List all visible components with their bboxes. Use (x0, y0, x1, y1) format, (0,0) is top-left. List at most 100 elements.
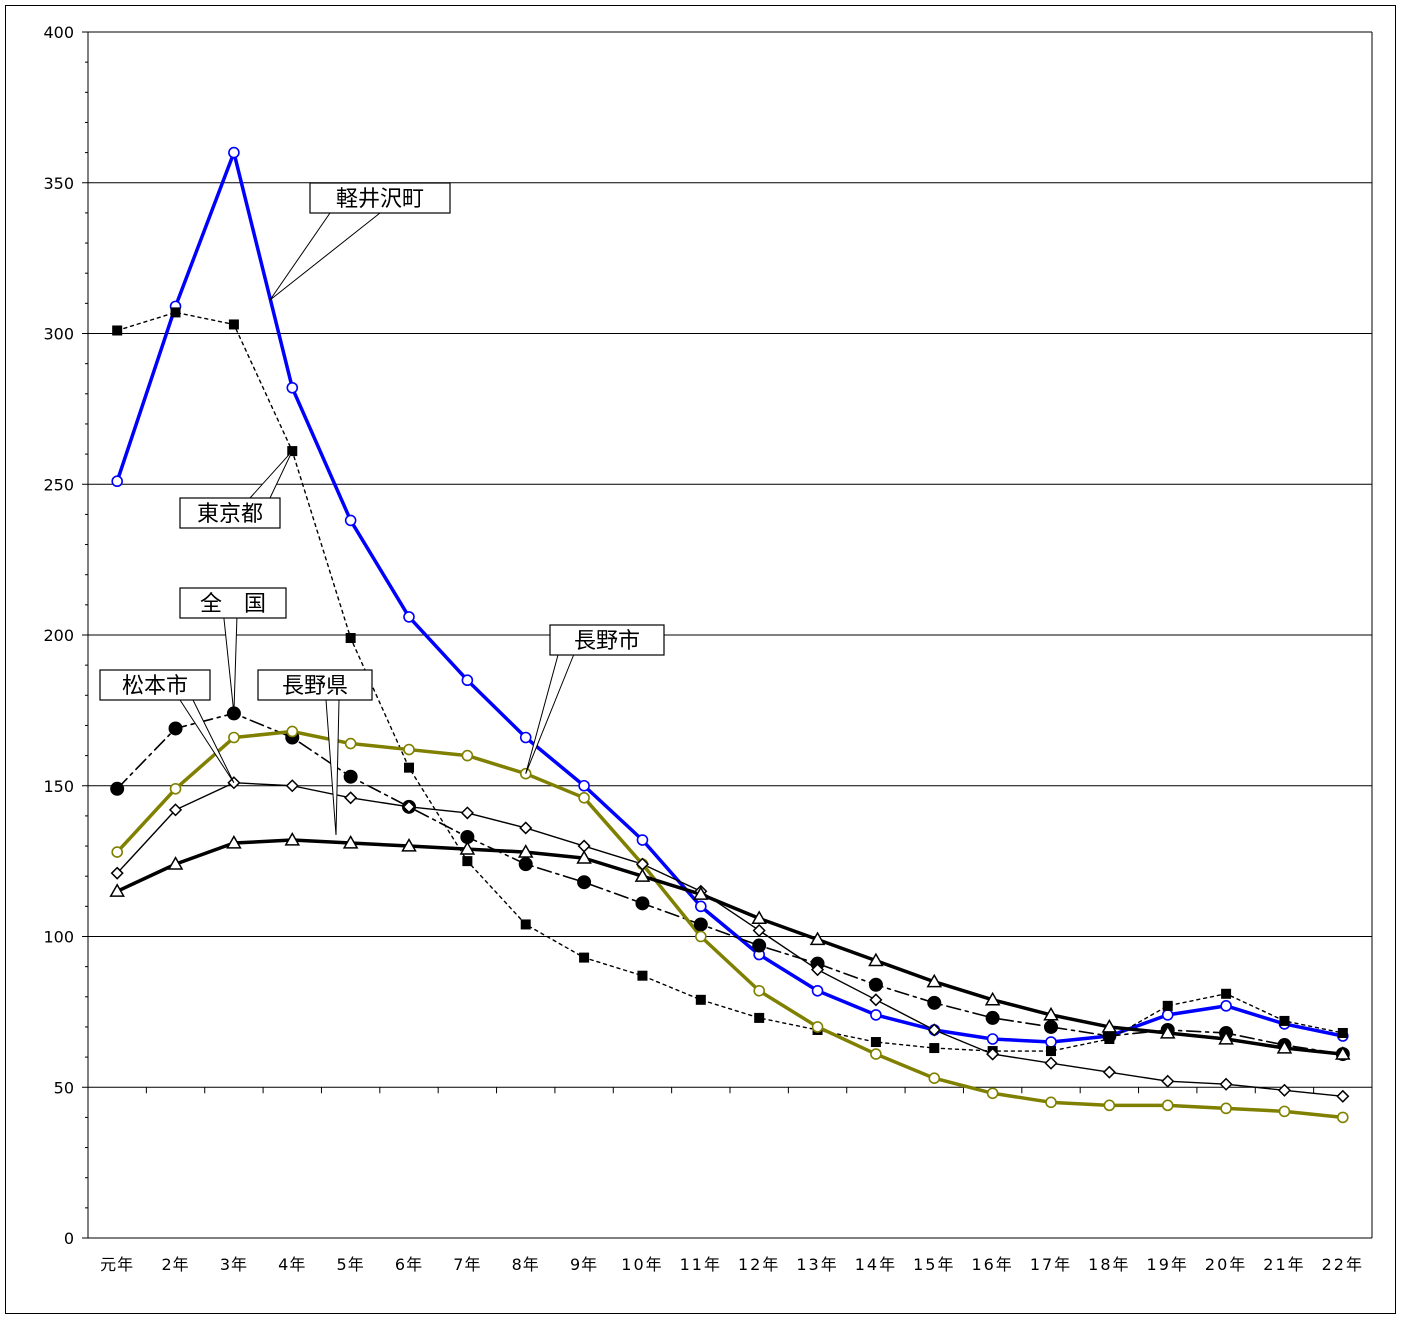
x-tick-label-0: 元年 (100, 1255, 134, 1274)
data-point-2-14 (927, 995, 942, 1010)
series-line-5 (115, 838, 1345, 1056)
data-point-4-14 (927, 1023, 941, 1037)
x-tick-label-3: 4年 (278, 1255, 306, 1274)
data-point-5-20 (1276, 1040, 1293, 1054)
data-point-1-16 (1046, 1046, 1056, 1057)
callout-box-4 (257, 669, 373, 701)
x-tick-label-2: 3年 (220, 1255, 248, 1274)
y-tick-label-100: 100 (43, 928, 74, 947)
series-3 (115, 729, 1345, 1120)
data-point-4-4 (344, 791, 358, 805)
series-markers-2 (110, 706, 1350, 1062)
data-point-4-0 (110, 866, 124, 880)
data-point-5-14 (926, 973, 943, 988)
data-point-3-18 (1161, 1099, 1174, 1112)
series-line-0 (115, 150, 1345, 1044)
data-point-1-19 (1221, 988, 1232, 999)
callout-box-2 (179, 587, 287, 619)
data-point-4-3 (285, 779, 299, 793)
y-tick-label-150: 150 (43, 777, 74, 796)
data-point-0-8 (578, 779, 590, 792)
data-point-0-9 (636, 834, 649, 846)
data-point-5-17 (1101, 1018, 1118, 1033)
callout-box-5 (549, 624, 665, 656)
data-point-2-10 (693, 917, 708, 932)
data-point-3-1 (169, 782, 182, 795)
data-point-1-11 (754, 1012, 765, 1023)
axes: 0 50 100 150 200 250 300 350 400 元年 2年 3年 4年 5年 6年 7年 8年… (43, 23, 1373, 1274)
data-point-4-13 (869, 993, 883, 1007)
data-point-2-8 (577, 875, 592, 890)
x-tick-label-9: 10年 (621, 1255, 663, 1274)
data-point-0-16 (1045, 1036, 1057, 1048)
data-point-5-11 (751, 910, 767, 925)
data-point-2-7 (518, 857, 533, 872)
data-point-1-7 (520, 919, 531, 930)
data-point-4-6 (460, 806, 474, 820)
data-point-3-13 (870, 1048, 882, 1060)
data-point-5-0 (109, 883, 125, 897)
data-point-5-15 (984, 991, 1001, 1006)
callout-label-4: 長野県 (282, 674, 348, 699)
x-tick-label-8: 9年 (570, 1255, 598, 1274)
series-lines (109, 146, 1351, 1124)
data-point-4-17 (1102, 1065, 1116, 1079)
callout-label-5: 長野市 (574, 629, 640, 654)
callout-1: 東京都 (179, 450, 293, 529)
x-tick-label-17: 18年 (1088, 1255, 1130, 1274)
y-tick-label-350: 350 (43, 174, 74, 193)
data-point-4-1 (168, 803, 183, 817)
callout-label-2: 全 国 (200, 592, 266, 617)
callout-pointer-1 (249, 450, 293, 499)
data-point-0-10 (695, 900, 707, 913)
data-point-3-10 (695, 930, 707, 943)
callout-label-1: 東京都 (197, 502, 263, 527)
data-point-5-10 (693, 886, 709, 900)
data-point-3-20 (1278, 1105, 1291, 1118)
data-point-2-9 (635, 896, 650, 911)
callout-box-3 (99, 669, 211, 701)
data-point-0-19 (1220, 1000, 1232, 1012)
data-point-1-10 (695, 994, 706, 1005)
data-point-5-6 (459, 841, 476, 855)
data-point-2-0 (110, 781, 125, 796)
data-point-5-7 (517, 844, 534, 858)
x-tick-label-19: 20年 (1205, 1255, 1247, 1274)
x-tick-label-10: 11年 (680, 1255, 722, 1274)
series-5 (115, 838, 1345, 1056)
data-point-1-2 (228, 319, 239, 330)
data-point-3-5 (403, 743, 415, 756)
data-point-0-4 (344, 514, 357, 527)
x-tick-label-4: 5年 (337, 1255, 365, 1274)
data-point-3-0 (111, 846, 123, 858)
callout-label-0: 軽井沢町 (336, 187, 424, 212)
data-point-3-21 (1337, 1111, 1349, 1124)
y-tick-label-300: 300 (43, 325, 74, 344)
data-point-1-1 (170, 307, 181, 318)
data-point-1-0 (112, 325, 123, 336)
x-tick-label-18: 19年 (1147, 1255, 1189, 1274)
data-point-1-9 (637, 970, 648, 981)
data-point-5-18 (1159, 1024, 1176, 1039)
data-point-4-5 (402, 800, 416, 814)
data-point-1-14 (929, 1043, 940, 1054)
callout-pointer-4 (325, 699, 340, 836)
x-tick-label-7: 8年 (512, 1255, 540, 1274)
data-point-0-2 (228, 146, 240, 159)
data-point-2-13 (868, 977, 883, 992)
data-point-3-4 (344, 737, 357, 750)
data-point-3-15 (986, 1087, 999, 1100)
callout-pointer-3 (179, 699, 235, 784)
series-markers-5 (109, 832, 1351, 1060)
data-point-0-15 (986, 1033, 999, 1045)
x-tick-label-16: 17年 (1030, 1255, 1072, 1274)
x-tick-label-1: 2年 (161, 1255, 189, 1274)
data-point-0-13 (870, 1009, 882, 1021)
data-point-4-21 (1336, 1089, 1350, 1103)
x-tick-label-13: 14年 (855, 1255, 897, 1274)
data-point-3-3 (286, 725, 299, 738)
data-point-5-12 (809, 931, 826, 946)
series-line-2 (116, 712, 1344, 1055)
